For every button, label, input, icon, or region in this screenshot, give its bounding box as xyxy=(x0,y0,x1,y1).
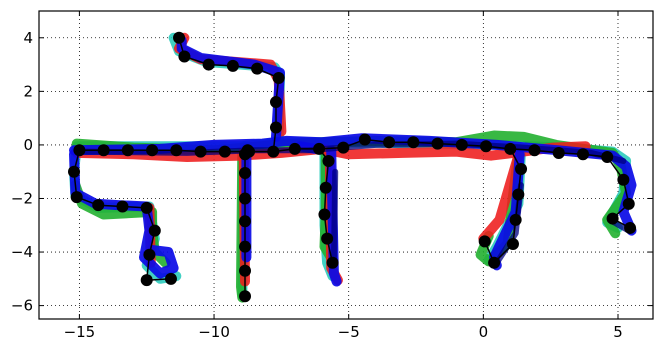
data-point xyxy=(504,142,517,155)
data-point xyxy=(267,145,280,158)
data-point xyxy=(170,144,183,157)
data-point xyxy=(601,150,614,163)
y-tick-label: 0 xyxy=(23,136,33,154)
x-tick-label: −5 xyxy=(338,323,360,341)
data-point xyxy=(140,201,153,214)
axes-frame xyxy=(38,10,654,320)
data-point xyxy=(318,208,331,221)
data-point xyxy=(239,192,252,205)
data-point xyxy=(239,167,252,180)
y-tick-label: −4 xyxy=(11,243,33,261)
data-point xyxy=(512,188,525,201)
data-point xyxy=(313,142,326,155)
data-point xyxy=(218,145,231,158)
y-tick-label: 4 xyxy=(23,29,33,47)
grid-lines xyxy=(39,11,653,319)
data-point xyxy=(121,144,134,157)
data-point xyxy=(97,144,110,157)
data-point xyxy=(173,31,186,44)
data-point xyxy=(194,145,207,158)
data-point xyxy=(319,181,332,194)
data-point xyxy=(326,256,339,269)
data-point xyxy=(140,274,153,287)
series-line xyxy=(176,35,285,142)
data-point xyxy=(269,96,282,109)
data-point xyxy=(488,256,501,269)
data-point xyxy=(164,272,177,285)
series-line xyxy=(478,150,524,244)
data-point xyxy=(431,137,444,150)
x-tick-label: −15 xyxy=(64,323,96,341)
data-point xyxy=(337,141,350,154)
tick-labels: −15 −10 −5 0 5 4 2 0 −2 −4 −6 xyxy=(11,29,623,341)
data-point xyxy=(269,121,282,134)
x-tick-label: −10 xyxy=(198,323,230,341)
y-tick-label: −6 xyxy=(11,297,33,315)
data-point xyxy=(251,62,264,75)
data-point xyxy=(92,199,105,212)
data-point xyxy=(146,144,159,157)
data-point xyxy=(515,163,528,176)
data-point xyxy=(576,148,589,161)
series-line xyxy=(330,168,339,269)
data-point xyxy=(407,136,420,149)
data-point xyxy=(143,248,156,261)
data-point xyxy=(617,173,630,186)
data-point xyxy=(480,140,493,153)
data-point xyxy=(148,224,161,237)
x-tick-label: 5 xyxy=(613,323,623,341)
data-point xyxy=(321,232,334,245)
data-point xyxy=(552,146,565,159)
data-point xyxy=(239,264,252,277)
y-tick-label: −2 xyxy=(11,189,33,207)
data-point xyxy=(624,221,637,234)
data-point xyxy=(288,142,301,155)
data-point xyxy=(322,154,335,167)
data-point xyxy=(506,238,519,251)
data-point xyxy=(73,144,86,157)
data-point xyxy=(241,144,254,157)
data-point xyxy=(528,144,541,157)
y-tick-label: 2 xyxy=(23,82,33,100)
tick-marks xyxy=(39,11,653,319)
data-point xyxy=(358,133,371,146)
series-line xyxy=(611,178,631,229)
data-point xyxy=(70,191,83,204)
data-point xyxy=(239,215,252,228)
data-point xyxy=(509,213,522,226)
data-point xyxy=(68,165,81,178)
data-point xyxy=(239,240,252,253)
data-point xyxy=(478,235,491,248)
data-point xyxy=(239,290,252,303)
plot-area xyxy=(68,31,637,303)
data-point xyxy=(272,71,285,84)
data-point xyxy=(383,136,396,149)
series-5 xyxy=(68,31,637,303)
data-point xyxy=(178,50,191,63)
data-point xyxy=(202,58,215,71)
data-point xyxy=(226,59,239,72)
data-point xyxy=(622,197,635,210)
data-point xyxy=(455,138,468,151)
data-point xyxy=(116,200,129,213)
series-line xyxy=(69,133,637,236)
data-point xyxy=(606,212,619,225)
x-tick-label: 0 xyxy=(479,323,489,341)
